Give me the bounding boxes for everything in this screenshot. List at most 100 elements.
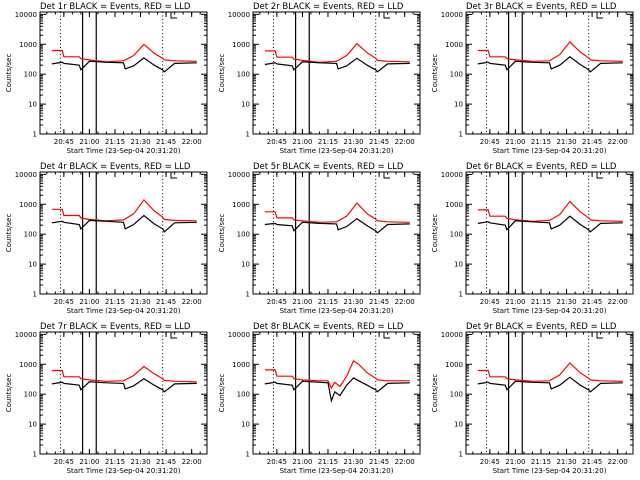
y-tick-label: 1 <box>459 131 463 139</box>
x-axis-label: Start Time (23-Sep-04 20:31:20) <box>493 307 607 315</box>
chart-title: Det 8r BLACK = Events, RED = LLD <box>253 322 404 332</box>
y-tick-label: 10000 <box>441 171 463 179</box>
detector-panel: Det 9r BLACK = Events, RED = LLD Counts/s… <box>431 322 634 475</box>
x-tick-label: 20:45 <box>480 138 500 146</box>
plot-frame <box>465 171 634 295</box>
x-tick-label: 21:30 <box>130 458 150 466</box>
y-tick-label: 10000 <box>15 171 37 179</box>
x-axis-label: Start Time (23-Sep-04 20:31:20) <box>493 147 607 155</box>
y-tick-label: 1000 <box>232 201 250 209</box>
y-tick-label: 10000 <box>441 331 463 339</box>
corner-marker <box>383 172 390 179</box>
events-series-line <box>51 377 197 393</box>
x-tick-label: 21:00 <box>505 138 525 146</box>
lld-series-line <box>477 200 623 222</box>
x-tick-label: 20:45 <box>267 458 287 466</box>
x-tick-label: 21:00 <box>79 458 99 466</box>
detector-panel: Det 1r BLACK = Events, RED = LLD Counts/s… <box>5 2 208 155</box>
lld-series-line <box>51 43 197 63</box>
lld-series-line <box>264 42 410 63</box>
x-axis-label: Start Time (23-Sep-04 20:31:20) <box>280 307 394 315</box>
detector-panel: Det 6r BLACK = Events, RED = LLD Counts/s… <box>431 162 634 315</box>
y-tick-label: 10 <box>454 261 463 269</box>
x-axis-label: Start Time (23-Sep-04 20:31:20) <box>280 467 394 475</box>
y-tick-label: 10 <box>28 101 37 109</box>
events-series-line <box>477 56 623 73</box>
y-axis-label: Counts/sec <box>431 374 439 413</box>
y-tick-label: 10 <box>28 421 37 429</box>
events-series-line <box>264 57 410 73</box>
detector-panel: Det 8r BLACK = Events, RED = LLD Counts/s… <box>218 322 421 475</box>
corner-marker <box>596 12 603 19</box>
y-tick-label: 1 <box>33 451 37 459</box>
x-tick-label: 20:45 <box>267 298 287 306</box>
y-tick-label: 1 <box>246 451 250 459</box>
y-tick-label: 1000 <box>445 201 463 209</box>
y-axis-label: Counts/sec <box>431 214 439 253</box>
x-tick-label: 21:45 <box>369 138 389 146</box>
x-tick-label: 22:00 <box>608 458 628 466</box>
corner-marker <box>170 172 177 179</box>
chart-title: Det 4r BLACK = Events, RED = LLD <box>40 162 191 172</box>
y-tick-label: 10 <box>454 101 463 109</box>
lld-series-line <box>264 202 410 223</box>
y-tick-label: 1 <box>459 451 463 459</box>
y-tick-label: 10 <box>28 261 37 269</box>
detector-panel: Det 2r BLACK = Events, RED = LLD Counts/s… <box>218 2 421 155</box>
x-tick-label: 21:00 <box>79 298 99 306</box>
x-tick-label: 22:00 <box>182 138 202 146</box>
y-tick-label: 10000 <box>228 171 250 179</box>
x-tick-label: 21:45 <box>156 458 176 466</box>
chart-title: Det 2r BLACK = Events, RED = LLD <box>253 2 404 12</box>
x-tick-label: 20:45 <box>54 458 74 466</box>
plot-frame <box>465 331 634 455</box>
y-axis-label: Counts/sec <box>218 54 226 93</box>
y-tick-label: 10000 <box>228 11 250 19</box>
x-tick-label: 21:15 <box>105 298 125 306</box>
x-tick-label: 21:30 <box>130 138 150 146</box>
y-tick-label: 10 <box>241 421 250 429</box>
detector-panel: Det 3r BLACK = Events, RED = LLD Counts/s… <box>431 2 634 155</box>
x-tick-label: 21:15 <box>318 458 338 466</box>
lld-series-line <box>51 198 197 222</box>
y-tick-label: 1000 <box>19 41 37 49</box>
plot-frame <box>252 11 421 135</box>
y-tick-label: 100 <box>24 71 37 79</box>
x-tick-label: 21:30 <box>343 298 363 306</box>
x-tick-label: 21:30 <box>130 298 150 306</box>
corner-marker <box>596 172 603 179</box>
y-tick-label: 1 <box>246 131 250 139</box>
y-tick-label: 1 <box>33 131 37 139</box>
x-tick-label: 22:00 <box>182 458 202 466</box>
x-tick-label: 21:30 <box>556 138 576 146</box>
y-axis-label: Counts/sec <box>5 214 13 253</box>
plot-frame <box>465 11 634 135</box>
y-tick-label: 1000 <box>19 361 37 369</box>
corner-marker <box>170 12 177 19</box>
y-axis-label: Counts/sec <box>218 214 226 253</box>
x-tick-label: 21:30 <box>343 458 363 466</box>
x-tick-label: 20:45 <box>267 138 287 146</box>
y-tick-label: 10 <box>241 261 250 269</box>
lld-series-line <box>264 360 410 390</box>
x-tick-label: 21:30 <box>343 138 363 146</box>
x-axis-label: Start Time (23-Sep-04 20:31:20) <box>67 307 181 315</box>
x-tick-label: 21:00 <box>505 298 525 306</box>
y-tick-label: 1000 <box>445 41 463 49</box>
y-tick-label: 100 <box>237 391 250 399</box>
y-tick-label: 10 <box>454 421 463 429</box>
events-series-line <box>264 217 410 234</box>
corner-marker <box>383 12 390 19</box>
y-tick-label: 10000 <box>15 11 37 19</box>
x-tick-label: 21:15 <box>318 138 338 146</box>
y-tick-label: 10000 <box>441 11 463 19</box>
x-tick-label: 21:15 <box>531 298 551 306</box>
x-tick-label: 21:45 <box>369 298 389 306</box>
x-tick-label: 21:15 <box>105 138 125 146</box>
detector-panel: Det 4r BLACK = Events, RED = LLD Counts/s… <box>5 162 208 315</box>
x-tick-label: 21:45 <box>582 458 602 466</box>
chart-title: Det 5r BLACK = Events, RED = LLD <box>253 162 404 172</box>
x-tick-label: 20:45 <box>54 298 74 306</box>
y-tick-label: 100 <box>450 231 463 239</box>
